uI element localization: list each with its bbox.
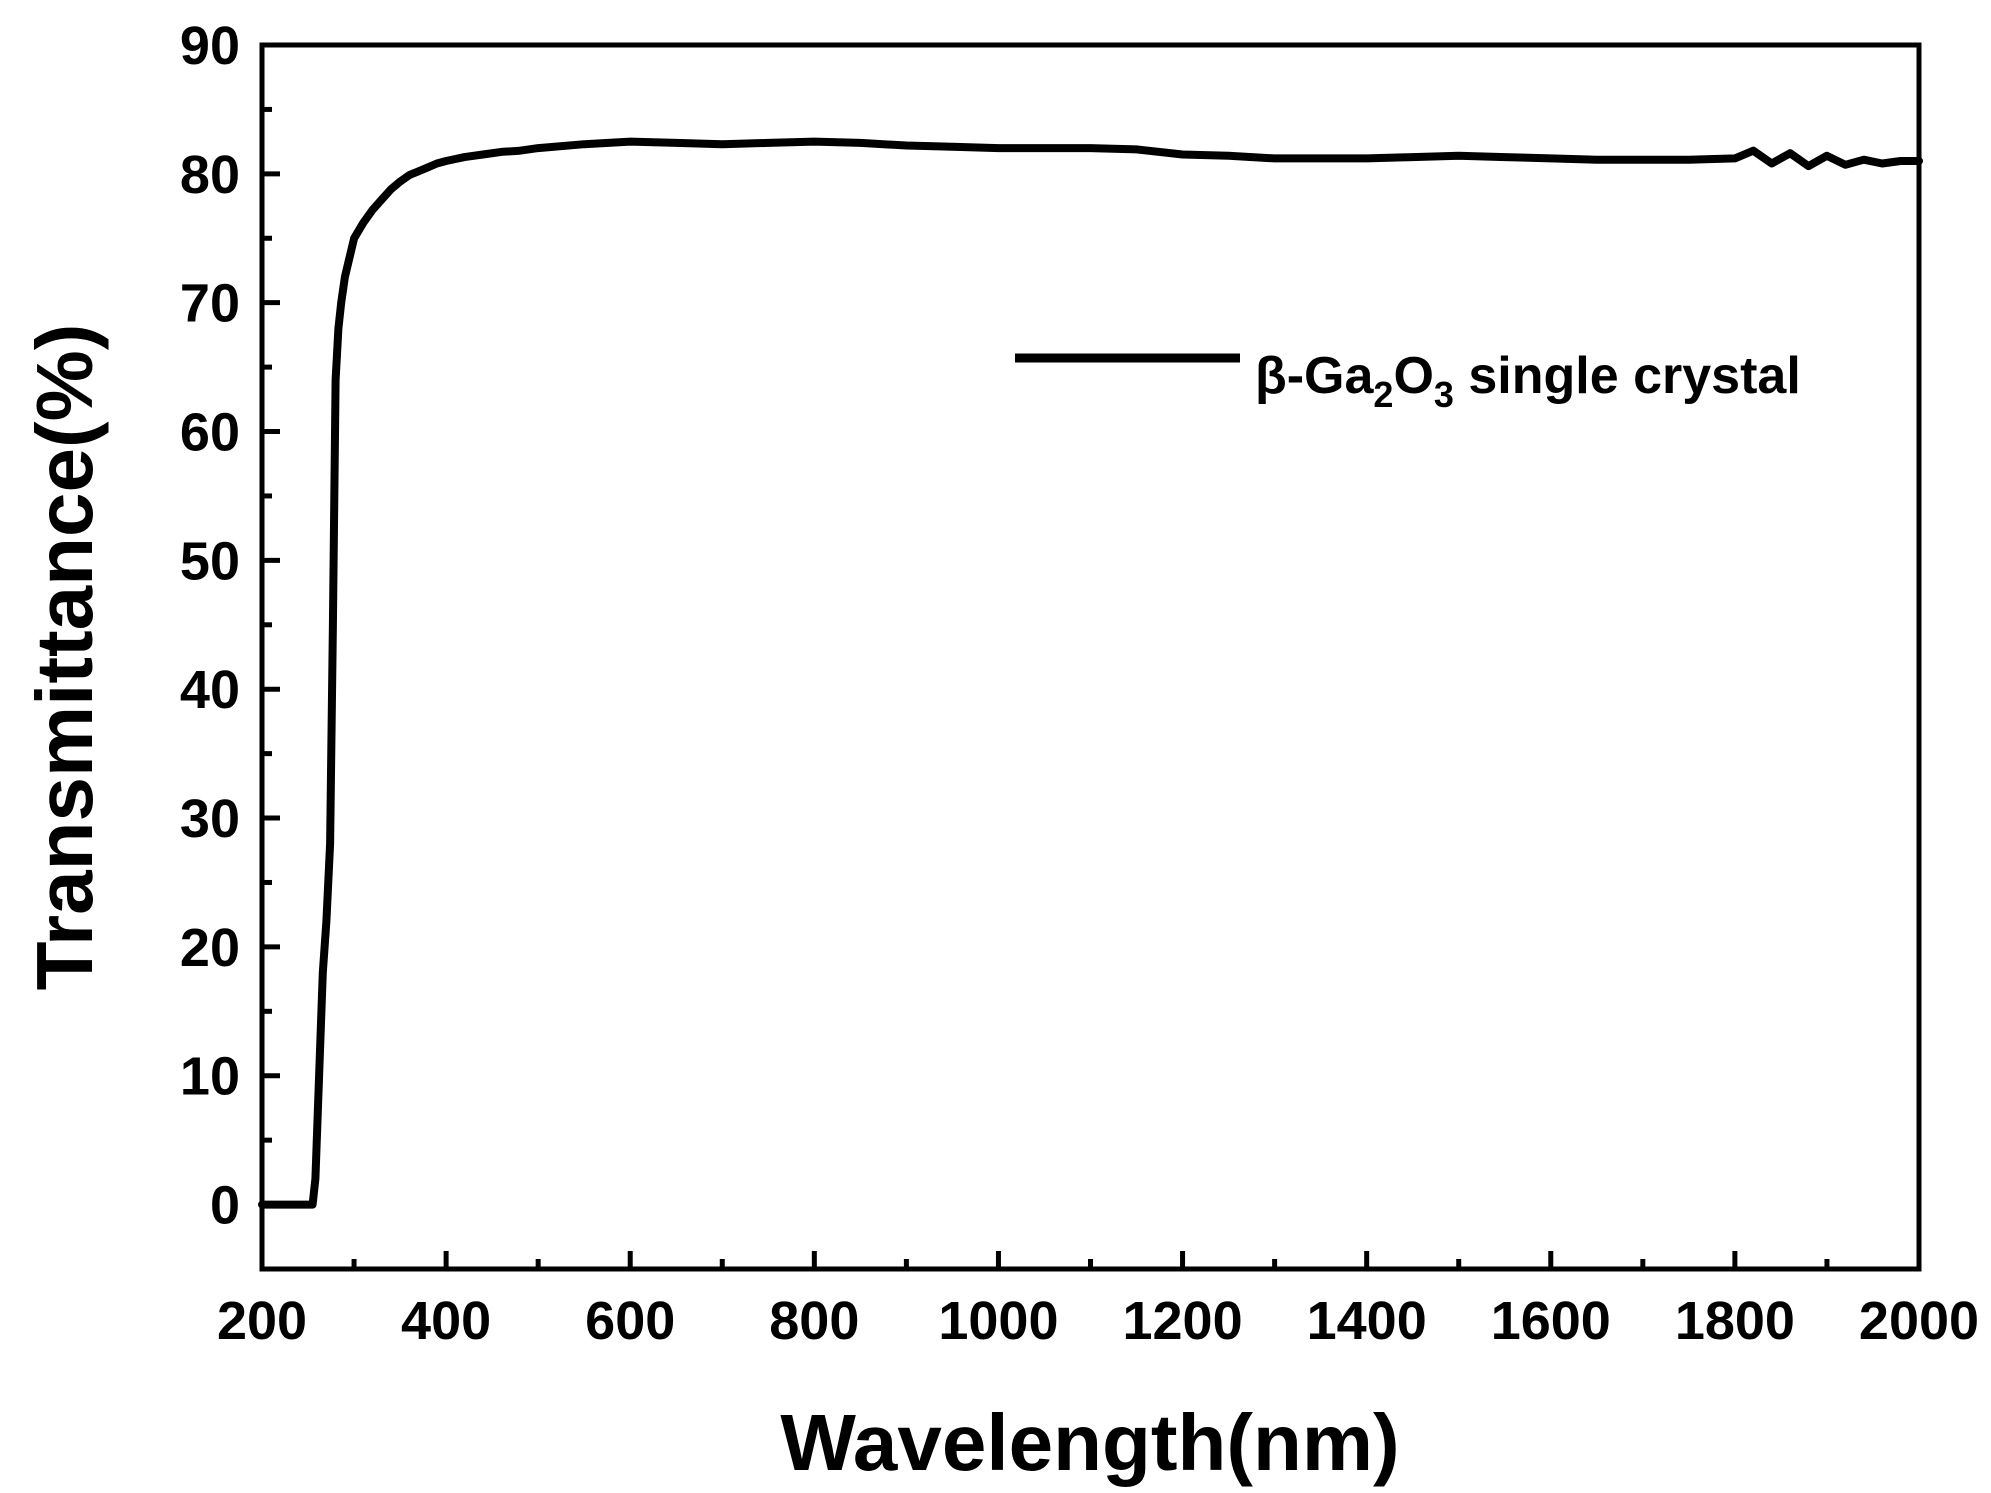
- y-tick-label: 50: [180, 531, 240, 591]
- y-tick-label: 60: [180, 403, 240, 463]
- x-tick-label: 1000: [938, 1291, 1058, 1351]
- legend-label-suffix: single crystal: [1454, 347, 1801, 405]
- x-tick-label: 200: [217, 1291, 307, 1351]
- x-tick-label: 1400: [1307, 1291, 1427, 1351]
- x-tick-label: 1600: [1491, 1291, 1611, 1351]
- legend-label-sub1: 2: [1373, 374, 1393, 415]
- y-tick-label: 80: [180, 145, 240, 205]
- x-axis-ticks: 200 400 600 800 1000 1200 1400 1600 1800 2000: [217, 1251, 1979, 1351]
- y-tick-label: 20: [180, 918, 240, 978]
- legend-label-prefix: β-Ga: [1255, 347, 1375, 405]
- y-tick-label: 30: [180, 789, 240, 849]
- legend-label-mid: O: [1393, 347, 1433, 405]
- y-tick-label: 40: [180, 660, 240, 720]
- x-tick-label: 1200: [1122, 1291, 1242, 1351]
- x-tick-label: 1800: [1675, 1291, 1795, 1351]
- x-axis-title: Wavelength(nm): [780, 1398, 1399, 1487]
- legend-label: β-Ga2O3 single crystal: [1255, 347, 1801, 415]
- y-tick-label: 90: [180, 16, 240, 76]
- x-tick-label: 800: [769, 1291, 859, 1351]
- x-tick-label: 600: [585, 1291, 675, 1351]
- x-tick-label: 400: [401, 1291, 491, 1351]
- legend: β-Ga2O3 single crystal: [1015, 347, 1801, 415]
- series-layer: [258, 137, 1923, 1209]
- y-tick-label: 10: [180, 1047, 240, 1107]
- y-tick-label: 0: [210, 1176, 240, 1236]
- y-axis-title: Transmittance(%): [20, 324, 109, 991]
- series-line: [258, 137, 1923, 1209]
- plot-frame: [259, 42, 1922, 1272]
- y-tick-label: 70: [180, 274, 240, 334]
- x-tick-label: 2000: [1859, 1291, 1979, 1351]
- legend-label-sub2: 3: [1434, 374, 1454, 415]
- y-axis-ticks: 0 10 20 30 40 50 60 70 80 90: [180, 16, 280, 1272]
